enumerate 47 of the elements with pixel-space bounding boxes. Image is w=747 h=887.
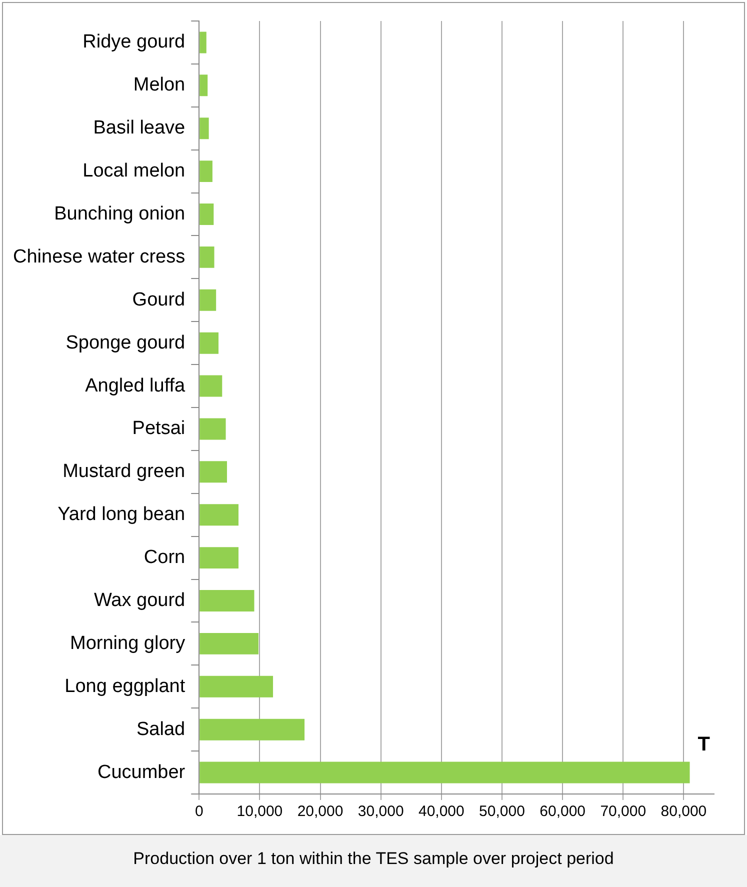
bar	[200, 718, 305, 740]
bar	[200, 74, 208, 96]
y-tick-label: Angled luffa	[85, 375, 186, 396]
bar	[200, 676, 274, 698]
bar	[200, 461, 227, 483]
y-tick-label: Gourd	[132, 289, 186, 310]
y-tick-label: Ridye gourd	[82, 32, 186, 53]
y-tick-label: Petsai	[132, 418, 186, 440]
y-tick-label: Yard long bean	[58, 504, 186, 526]
bar	[200, 332, 219, 354]
x-tick-label: 10,000	[236, 803, 283, 820]
y-tick-label: Wax gourd	[94, 590, 186, 611]
bar	[200, 118, 209, 140]
bar	[200, 762, 690, 784]
bar	[200, 204, 214, 225]
x-tick-label: 20,000	[297, 803, 344, 820]
x-tick-label: 60,000	[540, 803, 586, 820]
bar	[200, 504, 238, 526]
bar	[200, 289, 216, 311]
y-tick-label: Long eggplant	[64, 676, 186, 697]
y-tick-label: Melon	[133, 74, 186, 96]
x-tick-label: 0	[194, 803, 204, 820]
y-tick-label: Morning glory	[70, 632, 186, 654]
y-tick-label: Salad	[136, 718, 186, 740]
text: Production over 1 ton within the TES sample over project period	[0, 835, 747, 887]
x-tick-label: 40,000	[418, 803, 464, 820]
y-tick-label: Sponge gourd	[66, 332, 186, 354]
y-tick-label: Bunching onion	[54, 203, 186, 224]
x-tick-label: 80,000	[660, 803, 707, 820]
bar	[200, 32, 206, 54]
y-tick-label: Local melon	[82, 160, 186, 182]
bar	[200, 632, 258, 654]
bar	[200, 246, 214, 268]
x-tick-label: 30,000	[358, 803, 404, 820]
y-tick-label: Basil leave	[93, 118, 186, 139]
x-tick-label: 50,000	[479, 803, 525, 820]
x-tick-label: 70,000	[600, 803, 646, 820]
y-tick-label: Corn	[144, 547, 186, 568]
y-tick-label: Cucumber	[97, 762, 186, 783]
bar	[200, 160, 212, 182]
bar	[200, 418, 226, 440]
bar	[200, 547, 238, 569]
bar	[200, 590, 254, 612]
annotation: T	[698, 734, 710, 756]
bar	[200, 375, 222, 397]
y-tick-label: Mustard green	[62, 461, 186, 482]
y-tick-label: Chinese water cress	[13, 246, 186, 268]
